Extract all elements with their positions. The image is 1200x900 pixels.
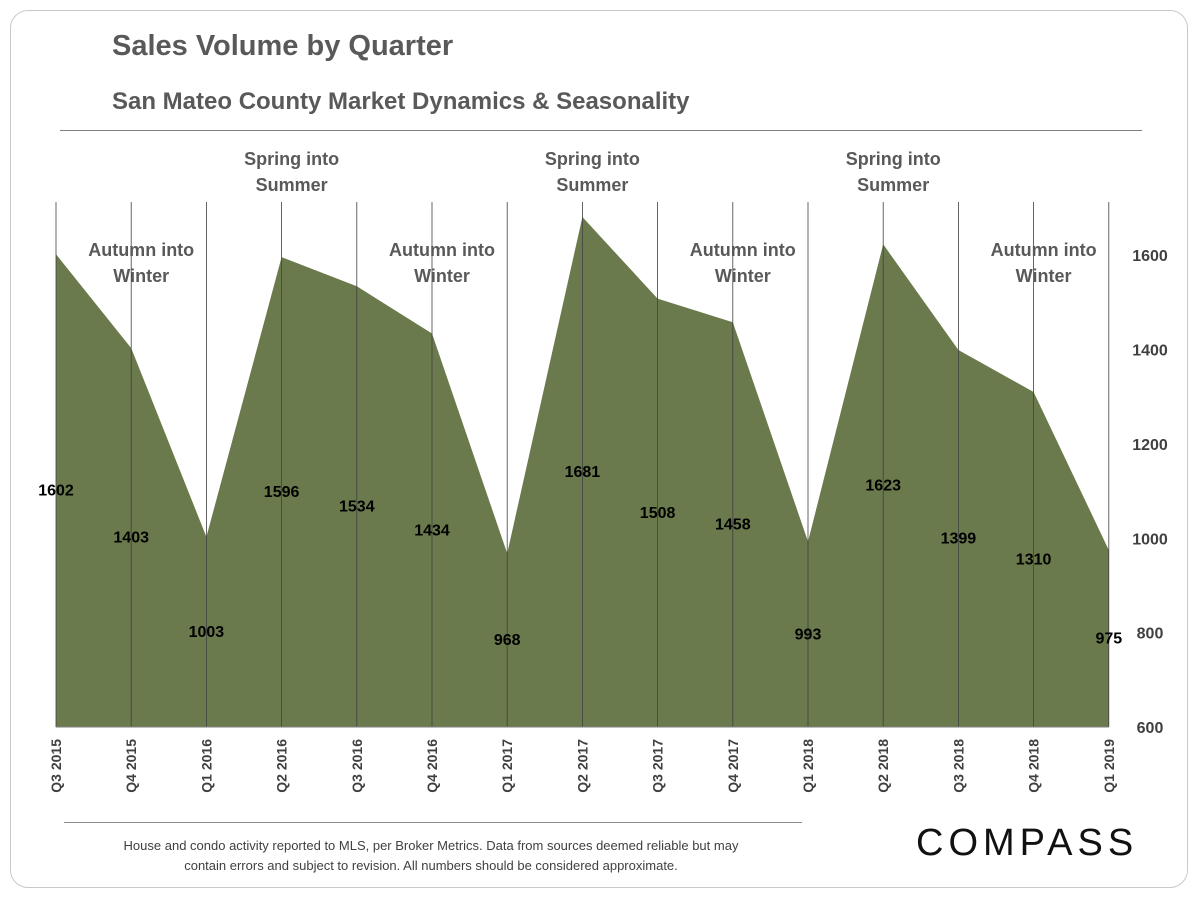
annotation-spring-into-summer: Summer xyxy=(256,175,328,195)
y-tick-label: 1200 xyxy=(1132,437,1168,454)
data-label: 1434 xyxy=(414,522,450,539)
title-divider xyxy=(60,130,1142,131)
data-label: 1534 xyxy=(339,499,375,516)
x-tick-label: Q4 2017 xyxy=(725,739,741,793)
annotation-autumn-into-winter: Winter xyxy=(715,266,771,286)
annotation-autumn-into-winter: Winter xyxy=(1016,266,1072,286)
x-tick-label: Q2 2018 xyxy=(875,739,891,793)
footnote: House and condo activity reported to MLS… xyxy=(60,836,802,876)
annotation-spring-into-summer: Summer xyxy=(556,175,628,195)
footnote-line-1: House and condo activity reported to MLS… xyxy=(123,838,739,853)
data-label: 993 xyxy=(795,626,822,643)
data-label: 1403 xyxy=(113,530,149,547)
compass-logo: COMPASS xyxy=(916,822,1139,864)
x-tick-label: Q4 2015 xyxy=(123,739,139,793)
x-tick-label: Q1 2018 xyxy=(800,739,816,793)
data-label: 1623 xyxy=(865,478,901,495)
data-label: 1596 xyxy=(264,484,300,501)
data-label: 1003 xyxy=(189,624,225,641)
x-tick-label: Q4 2018 xyxy=(1026,739,1042,793)
data-label: 1399 xyxy=(941,531,977,548)
annotation-autumn-into-winter: Autumn into xyxy=(690,240,796,260)
x-tick-label: Q1 2019 xyxy=(1101,739,1117,793)
chart-title: Sales Volume by Quarter xyxy=(112,30,454,62)
data-label: 1458 xyxy=(715,517,751,534)
annotation-autumn-into-winter: Winter xyxy=(113,266,169,286)
annotation-autumn-into-winter: Autumn into xyxy=(88,240,194,260)
chart-subtitle: San Mateo County Market Dynamics & Seaso… xyxy=(112,88,690,115)
x-tick-label: Q3 2018 xyxy=(950,739,966,793)
annotation-autumn-into-winter: Autumn into xyxy=(389,240,495,260)
data-label: 1508 xyxy=(640,505,676,522)
x-tick-label: Q1 2016 xyxy=(198,739,214,793)
x-tick-label: Q2 2016 xyxy=(274,739,290,793)
x-tick-label: Q3 2017 xyxy=(650,739,666,793)
x-tick-label: Q2 2017 xyxy=(574,739,590,793)
annotation-spring-into-summer: Summer xyxy=(857,175,929,195)
annotation-spring-into-summer: Spring into xyxy=(545,149,640,169)
annotation-autumn-into-winter: Autumn into xyxy=(991,240,1097,260)
x-tick-label: Q3 2015 xyxy=(48,739,64,793)
data-label: 1681 xyxy=(565,464,601,481)
annotation-spring-into-summer: Spring into xyxy=(846,149,941,169)
x-tick-label: Q1 2017 xyxy=(499,739,515,793)
y-tick-label: 1400 xyxy=(1132,343,1168,360)
x-tick-label: Q3 2016 xyxy=(349,739,365,793)
annotation-spring-into-summer: Spring into xyxy=(244,149,339,169)
annotation-autumn-into-winter: Winter xyxy=(414,266,470,286)
data-label: 968 xyxy=(494,632,521,649)
y-tick-label: 600 xyxy=(1137,720,1164,737)
footnote-divider xyxy=(64,822,802,823)
y-tick-label: 800 xyxy=(1137,626,1164,643)
x-tick-label: Q4 2016 xyxy=(424,739,440,793)
footnote-line-2: contain errors and subject to revision. … xyxy=(184,858,678,873)
data-label: 1602 xyxy=(38,483,74,500)
data-label: 1310 xyxy=(1016,552,1052,569)
data-label: 975 xyxy=(1095,631,1122,648)
y-tick-label: 1000 xyxy=(1132,531,1168,548)
y-tick-label: 1600 xyxy=(1132,248,1168,265)
